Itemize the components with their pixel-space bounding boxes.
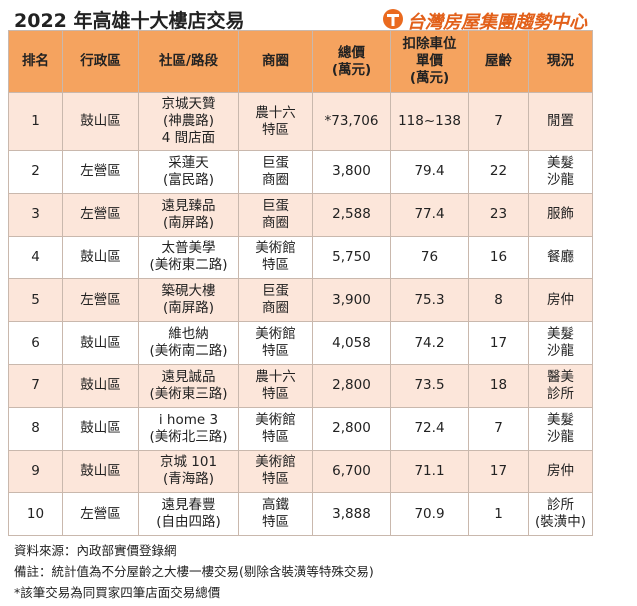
- table-cell: 3: [9, 193, 63, 237]
- table-cell: 巨蛋 商圈: [239, 193, 313, 237]
- table-cell: 美髮 沙龍: [529, 407, 593, 451]
- logo-icon: [383, 9, 403, 29]
- title: 2022 年高雄十大樓店交易: [14, 10, 245, 32]
- header-cell: 總價 (萬元): [313, 31, 391, 93]
- table-cell: 房仲: [529, 279, 593, 323]
- table-cell: 3,888: [313, 493, 391, 537]
- table-cell: 16: [469, 236, 529, 280]
- table-cell: 服飾: [529, 193, 593, 237]
- table-cell: 築硯大樓 (南屏路): [139, 279, 239, 323]
- table-cell: 采蓮天 (富民路): [139, 151, 239, 194]
- table-cell: 維也納 (美術南二路): [139, 322, 239, 365]
- table-cell: 72.4: [391, 407, 469, 451]
- header-cell: 屋齡: [469, 31, 529, 93]
- table-cell: 7: [9, 365, 63, 408]
- table-cell: 診所 (裝潢中): [529, 493, 593, 537]
- table-cell: 閒置: [529, 93, 593, 151]
- table-cell: 巨蛋 商圈: [239, 279, 313, 323]
- table-cell: 美髮 沙龍: [529, 322, 593, 365]
- table-cell: 鼓山區: [63, 93, 139, 151]
- table-cell: 鼓山區: [63, 236, 139, 280]
- table-cell: 鼓山區: [63, 407, 139, 451]
- table-cell: 房仲: [529, 450, 593, 494]
- table-cell: 79.4: [391, 151, 469, 194]
- table-cell: 左營區: [63, 151, 139, 194]
- header-cell: 現況: [529, 31, 593, 93]
- table-cell: 3,800: [313, 151, 391, 194]
- table-cell: 農十六 特區: [239, 365, 313, 408]
- table-cell: 8: [9, 407, 63, 451]
- table-cell: 醫美 診所: [529, 365, 593, 408]
- table-cell: 鼓山區: [63, 322, 139, 365]
- table-cell: 餐廳: [529, 236, 593, 280]
- table-cell: 2,588: [313, 193, 391, 237]
- table-cell: 71.1: [391, 450, 469, 494]
- table-cell: 22: [469, 151, 529, 194]
- header-cell: 商圈: [239, 31, 313, 93]
- table-cell: 鼓山區: [63, 365, 139, 408]
- table-cell: 6: [9, 322, 63, 365]
- table-cell: 遠見誠品 (美術東三路): [139, 365, 239, 408]
- table-cell: 鼓山區: [63, 450, 139, 494]
- table-cell: 高鐵 特區: [239, 493, 313, 537]
- table-cell: 2: [9, 151, 63, 194]
- table-cell: 17: [469, 450, 529, 494]
- table-cell: 18: [469, 365, 529, 408]
- table-cell: 美術館 特區: [239, 236, 313, 280]
- table-cell: 4,058: [313, 322, 391, 365]
- table-cell: i home 3 (美術北三路): [139, 407, 239, 451]
- table-cell: 76: [391, 236, 469, 280]
- table-cell: 京城天贊 (神農路) 4 間店面: [139, 93, 239, 151]
- table-cell: 左營區: [63, 279, 139, 323]
- table-cell: 左營區: [63, 493, 139, 537]
- table-cell: 5: [9, 279, 63, 323]
- note: 資料來源：內政部實價登錄網: [14, 543, 177, 558]
- table-cell: 3,900: [313, 279, 391, 323]
- table-cell: 23: [469, 193, 529, 237]
- table-cell: *73,706: [313, 93, 391, 151]
- table-cell: 1: [469, 493, 529, 537]
- table-cell: 美術館 特區: [239, 450, 313, 494]
- logo-text: 台灣房屋集團趨勢中心: [407, 12, 587, 33]
- table-cell: 美術館 特區: [239, 322, 313, 365]
- header-cell: 扣除車位 單價 (萬元): [391, 31, 469, 93]
- table-cell: 1: [9, 93, 63, 151]
- table-cell: 9: [9, 450, 63, 494]
- table-cell: 70.9: [391, 493, 469, 537]
- table-cell: 左營區: [63, 193, 139, 237]
- table-cell: 17: [469, 322, 529, 365]
- table-cell: 美髮 沙龍: [529, 151, 593, 194]
- table-cell: 遠見春豐 (自由四路): [139, 493, 239, 537]
- table-cell: 5,750: [313, 236, 391, 280]
- table-cell: 6,700: [313, 450, 391, 494]
- table-cell: 73.5: [391, 365, 469, 408]
- table-cell: 遠見臻品 (南屏路): [139, 193, 239, 237]
- table-cell: 7: [469, 93, 529, 151]
- table-cell: 74.2: [391, 322, 469, 365]
- header-cell: 社區/路段: [139, 31, 239, 93]
- table-cell: 京城 101 (青海路): [139, 450, 239, 494]
- table-cell: 巨蛋 商圈: [239, 151, 313, 194]
- table-cell: 10: [9, 493, 63, 537]
- table-cell: 77.4: [391, 193, 469, 237]
- table-cell: 7: [469, 407, 529, 451]
- note: *該筆交易為同買家四筆店面交易總價: [14, 585, 221, 600]
- table-cell: 農十六 特區: [239, 93, 313, 151]
- table-cell: 太普美學 (美術東二路): [139, 236, 239, 280]
- header-cell: 排名: [9, 31, 63, 93]
- table: 排名 行政區 社區/路段 商圈 總價 (萬元) 扣除車位 單價 (萬元) 屋齡 現況 1 鼓山區京…: [8, 30, 593, 537]
- table-cell: 美術館 特區: [239, 407, 313, 451]
- table-cell: 2,800: [313, 407, 391, 451]
- table-cell: 75.3: [391, 279, 469, 323]
- note: 備註：統計值為不分屋齡之大樓一樓交易(剔除含裝潢等特殊交易): [14, 564, 374, 579]
- table-cell: 4: [9, 236, 63, 280]
- table-cell: 2,800: [313, 365, 391, 408]
- header-cell: 行政區: [63, 31, 139, 93]
- table-cell: 8: [469, 279, 529, 323]
- table-cell: 118~138: [391, 93, 469, 151]
